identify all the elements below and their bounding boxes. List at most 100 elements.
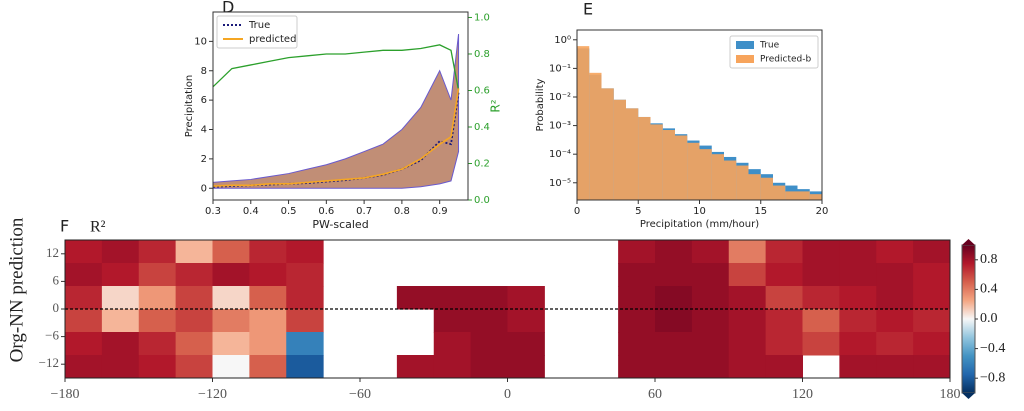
map-cell [876,309,914,333]
x-tick-label: 60 [648,387,662,402]
x-tick-label: 5 [635,206,641,217]
map-cell [249,355,287,379]
y-tick-label: 10⁻⁴ [549,149,571,160]
y-tick-label: 8 [201,66,207,77]
histogram-bar [809,194,822,200]
map-cell [765,240,803,264]
map-cell [175,263,213,287]
map-cell [65,309,103,333]
y-tick-label: −6 [45,328,59,343]
map-cell [101,240,140,264]
map-cell [728,240,767,264]
spread-band [212,33,460,189]
y-tick-label: 2 [201,154,207,165]
map-cell [728,309,767,333]
histogram-bar [613,99,626,200]
histogram-bar [699,149,712,200]
legend-label: True [759,41,780,51]
map-cell [65,263,103,287]
legend-label: Predicted-b [760,55,811,65]
map-cell [138,286,177,310]
map-cell [802,240,840,264]
x-axis-label: PW-scaled [312,218,368,231]
legend-swatch [736,55,754,63]
y-tick-label: 10⁻¹ [549,63,571,74]
map-cell [138,240,177,264]
histogram-bar [711,154,724,200]
y-tick-label: 6 [53,272,60,287]
map-cell [839,309,877,333]
map-cell [839,355,877,379]
map-cell [212,332,250,356]
map-cell [286,355,324,379]
map-cell [101,309,140,333]
map-cell [175,240,213,264]
histogram-bar [638,116,651,200]
y-tick-label: 10⁰ [554,35,571,46]
map-cell [691,286,730,310]
map-cell [65,355,103,379]
map-cell [691,240,730,264]
map-cell [249,309,287,333]
map-cell [618,263,656,287]
map-cell [101,332,140,356]
map-cell [175,286,213,310]
map-cell [618,240,656,264]
histogram-bar [675,135,688,200]
map-cell [618,332,656,356]
map-cell [765,355,803,379]
colorbar [961,244,976,394]
histogram-bar [601,88,614,200]
map-cell [876,263,914,287]
map-cell [728,286,767,310]
map-cell [839,263,877,287]
map-cell [618,355,656,379]
map-cell [396,286,435,310]
map-cell [286,309,324,333]
map-cell [655,263,693,287]
map-cell [728,355,767,379]
map-cell [65,332,103,356]
y2-tick-label: 0.8 [474,49,490,60]
legend-swatch [736,41,754,49]
map-cell [655,240,693,264]
map-cell [175,332,213,356]
x-tick-label: 180 [940,387,961,402]
colorbar-tick-label: 0.8 [980,252,998,267]
map-cell [286,263,324,287]
histogram-bar [662,130,675,200]
map-cell [138,263,177,287]
y-tick-label: 10⁻³ [549,121,571,132]
y-tick-label: 10 [194,36,207,47]
panel-letter: E [583,0,593,19]
map-cell [507,355,545,379]
map-cell [212,263,250,287]
map-cell [249,240,287,264]
map-cell [212,309,250,333]
map-cell [138,309,177,333]
x-tick-label: 15 [754,206,767,217]
y2-tick-label: 0.2 [474,158,490,169]
map-frame [64,239,951,379]
map-cell [101,355,140,379]
map-cell [507,309,545,333]
map-cell [765,263,803,287]
map-cell [286,332,324,356]
r2-line [212,44,460,91]
map-cell [655,286,693,310]
map-cell [138,355,177,379]
colorbar-title: R² [90,219,106,236]
map-cell [433,286,472,310]
map-cell [765,332,803,356]
colorbar-cap [962,393,975,399]
x-tick-label: 0.3 [205,206,221,217]
x-tick-label: 0 [574,206,580,217]
y-tick-label: 12 [46,245,59,260]
map-cell [433,332,472,356]
map-cell [212,355,250,379]
map-cell [65,286,103,310]
y2-tick-label: 1.0 [474,12,490,23]
map-cell [101,286,140,310]
map-cell [802,332,840,356]
side-label: Org-NN prediction [6,217,27,362]
